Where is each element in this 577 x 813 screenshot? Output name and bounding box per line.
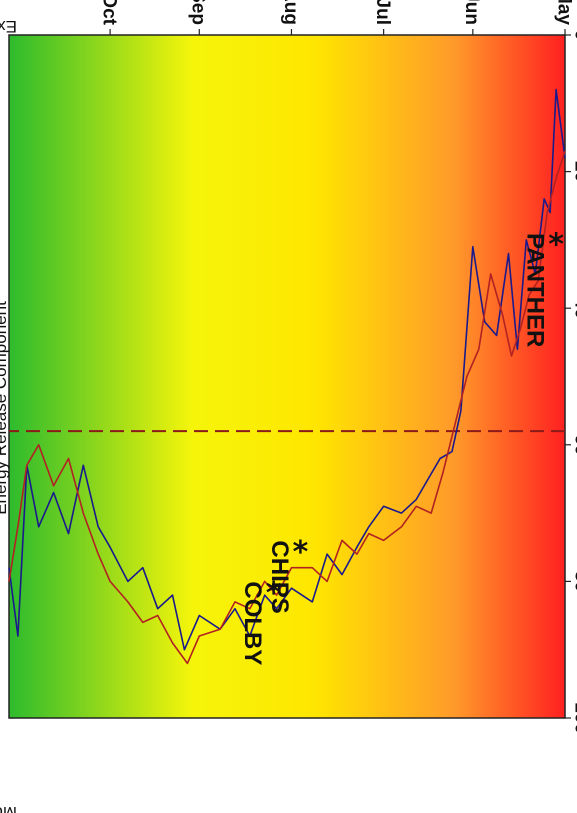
fire-label: COLBY	[239, 581, 266, 665]
y-tick-label: 20	[571, 161, 577, 182]
fire-marker: *	[265, 564, 281, 599]
fire-label: CHIPS	[266, 540, 293, 613]
x-tick-label: Aug	[280, 0, 301, 25]
axis-layer: 0 20 40 60 80 100 May Jun Jul Aug Sep Oct	[98, 0, 577, 734]
x-tick-label: Oct	[98, 0, 119, 26]
gradient-fill	[9, 35, 565, 718]
x-tick-label: Sep	[188, 0, 209, 25]
series-layer	[8, 88, 566, 665]
fire-label: PANTHER	[522, 233, 549, 347]
series-line-2	[8, 150, 566, 665]
scale-label-low: Moderate	[0, 803, 17, 813]
series-line-1	[8, 88, 566, 651]
x-tick-label: Jun	[461, 0, 482, 25]
fire-marker: *	[548, 215, 564, 250]
y-tick-label: 40	[571, 298, 577, 319]
fire-marker: *	[292, 523, 308, 558]
y-tick-label: 60	[571, 434, 577, 455]
x-tick-label: May	[553, 0, 574, 25]
scale-label-high: Extreme	[0, 17, 17, 36]
y-tick-label: 100	[571, 702, 577, 734]
plot-frame	[8, 34, 566, 719]
annotation-layer: *PANTHER*CHIPS*COLBY	[239, 215, 564, 665]
y-tick-label: 80	[571, 571, 577, 592]
plot-area	[8, 34, 566, 719]
y-tick-label: 0	[571, 30, 577, 41]
x-tick-label: Jul	[372, 0, 393, 25]
y-axis-title: Energy Release Component	[0, 301, 10, 515]
